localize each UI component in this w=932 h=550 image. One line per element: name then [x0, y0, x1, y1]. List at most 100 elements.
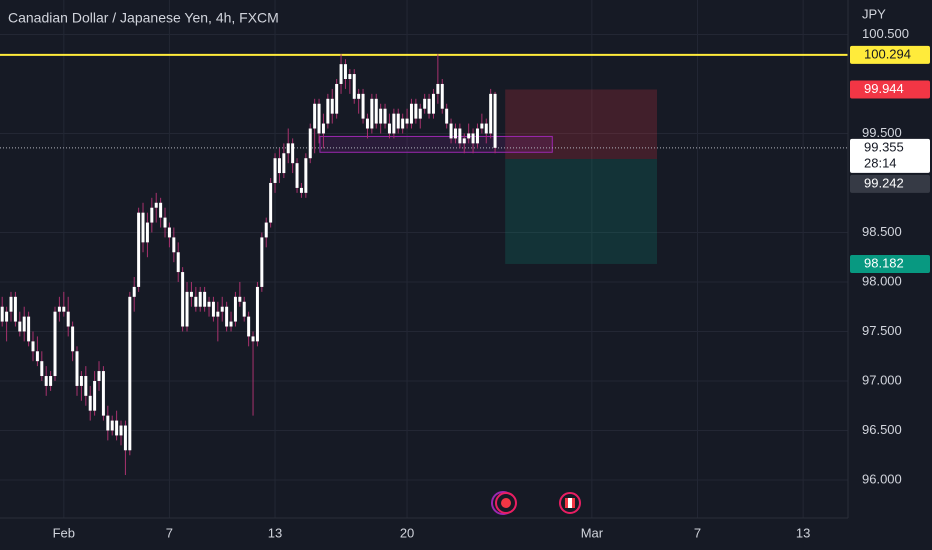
candle-body: [295, 163, 299, 188]
x-tick-label: 13: [796, 525, 810, 540]
candle-body: [49, 376, 53, 386]
candle-body: [467, 133, 471, 139]
candle-body: [414, 103, 418, 119]
x-tick-label: Mar: [581, 525, 604, 540]
candle-body: [27, 316, 31, 342]
candle-body: [343, 64, 347, 80]
candle-body: [282, 153, 286, 174]
candle-body: [110, 420, 114, 431]
y-tick-label: 98.500: [862, 224, 902, 239]
candle-body: [339, 64, 343, 84]
candle-body: [31, 341, 35, 352]
price-label: 99.242: [864, 175, 904, 190]
x-tick-label: 13: [268, 525, 282, 540]
candle-body: [53, 311, 57, 377]
candle-body: [379, 108, 383, 124]
candle-body: [484, 123, 488, 134]
candle-body: [273, 158, 277, 183]
candle-body: [198, 291, 202, 307]
candle-body: [365, 118, 369, 129]
price-label: 100.294: [864, 46, 911, 61]
candle-body: [418, 108, 422, 119]
candle-body: [189, 291, 193, 297]
candle-body: [251, 336, 255, 342]
candle-body: [44, 376, 48, 386]
candle-body: [128, 296, 132, 451]
y-tick-label: 97.500: [862, 323, 902, 338]
candle-body: [313, 103, 317, 129]
price-label: 99.355: [864, 139, 904, 154]
candle-body: [172, 237, 176, 253]
x-tick-label: 7: [694, 525, 701, 540]
candle-body: [409, 103, 413, 124]
candle-body: [475, 128, 479, 144]
candle-body: [401, 118, 405, 129]
price-label-box: [850, 45, 930, 64]
candle-body: [431, 93, 435, 114]
candle-body: [405, 118, 409, 124]
candle-body: [449, 123, 453, 139]
candle-body: [348, 74, 352, 80]
candle-body: [71, 326, 75, 352]
candle-body: [383, 108, 387, 124]
candle-body: [115, 420, 119, 436]
candle-body: [387, 123, 391, 134]
candle-body: [370, 98, 374, 129]
candle-body: [137, 212, 141, 287]
price-label-box: [850, 254, 930, 273]
candle-body: [423, 98, 427, 109]
candle-body: [181, 272, 185, 327]
x-tick-label: 20: [400, 525, 414, 540]
axes: 96.000 96.500 97.000 97.500 98.000 98.500 99.5…: [53, 26, 930, 540]
candle-body: [308, 128, 312, 159]
y-tick-label: 96.000: [862, 471, 902, 486]
candle-body: [453, 128, 457, 139]
candle-body: [291, 143, 295, 164]
candle-body: [304, 158, 308, 193]
event-icon[interactable]: [559, 492, 581, 514]
candle-body: [269, 182, 273, 223]
candle-body: [9, 296, 13, 312]
candle-body: [286, 143, 290, 154]
candle-body: [238, 296, 242, 302]
candle-body: [471, 133, 475, 144]
price-label-box: [850, 174, 930, 193]
price-label: 98.182: [864, 255, 904, 270]
candle-body: [145, 222, 149, 243]
target-zone: [505, 159, 658, 264]
candle-body: [194, 296, 198, 307]
candle-body: [458, 128, 462, 144]
y-tick-label: 98.000: [862, 273, 902, 288]
candle-body: [150, 207, 154, 223]
price-label: 99.944: [864, 81, 904, 96]
candle-body: [357, 93, 361, 99]
candle-body: [75, 351, 79, 386]
candle-body: [163, 217, 167, 228]
candle-body: [216, 311, 220, 317]
candle-body: [211, 301, 215, 317]
price-label-box: [850, 80, 930, 99]
candle-body: [167, 227, 171, 238]
y-tick-label: 100.500: [862, 26, 909, 41]
candle-body: [361, 93, 365, 119]
candle-body: [220, 306, 224, 312]
candle-body: [35, 351, 39, 362]
y-tick-label: 97.000: [862, 372, 902, 387]
candle-body: [5, 311, 9, 322]
candle-body: [66, 311, 70, 327]
candle-body: [106, 415, 110, 431]
plot: [0, 53, 848, 476]
candle-body: [480, 123, 484, 129]
event-icon[interactable]: [491, 491, 517, 515]
candle-body: [154, 202, 158, 208]
candle-body: [462, 138, 466, 144]
candle-body: [88, 395, 92, 411]
candle-body: [493, 93, 497, 148]
candle-body: [207, 301, 211, 307]
candle-body: [13, 296, 17, 322]
candle-body: [440, 83, 444, 109]
chart-title: Canadian Dollar / Japanese Yen, 4h, FXCM: [8, 10, 279, 26]
range-rectangle: [319, 135, 553, 153]
